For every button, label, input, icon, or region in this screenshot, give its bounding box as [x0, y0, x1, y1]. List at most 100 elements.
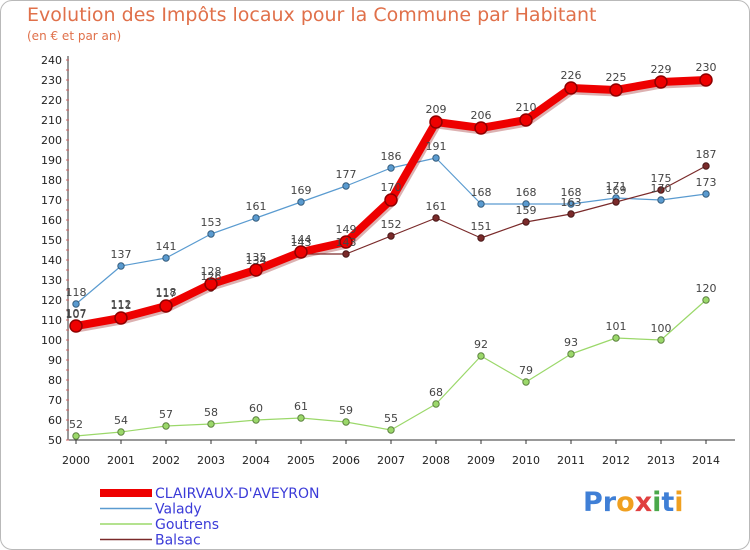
- data-point: [297, 414, 305, 422]
- data-point: [657, 336, 665, 344]
- data-label: 161: [426, 200, 447, 213]
- logo-letter: x: [634, 487, 653, 518]
- data-label: 151: [471, 220, 492, 233]
- data-point: [699, 73, 713, 87]
- y-tick-label: 200: [41, 134, 62, 147]
- data-label: 163: [561, 196, 582, 209]
- data-point: [522, 200, 530, 208]
- data-point: [522, 218, 530, 226]
- data-label: 161: [246, 200, 267, 213]
- y-tick-label: 110: [41, 314, 62, 327]
- data-point: [567, 210, 575, 218]
- data-label: 169: [606, 184, 627, 197]
- data-point: [564, 81, 578, 95]
- y-tick-label: 240: [41, 54, 62, 67]
- data-point: [567, 200, 575, 208]
- y-tick-label: 170: [41, 194, 62, 207]
- data-label: 168: [471, 186, 492, 199]
- data-point: [72, 300, 80, 308]
- data-point: [702, 162, 710, 170]
- data-point: [522, 378, 530, 386]
- data-label: 92: [474, 338, 488, 351]
- data-label: 171: [606, 180, 627, 193]
- data-label: 101: [606, 320, 627, 333]
- data-label: 175: [651, 172, 672, 185]
- data-point: [339, 235, 353, 249]
- logo-letter: o: [616, 487, 635, 518]
- data-label: 230: [696, 61, 717, 74]
- data-label: 144: [291, 233, 312, 246]
- data-label: 159: [516, 204, 537, 217]
- data-label: 55: [384, 412, 398, 425]
- data-label: 143: [336, 236, 357, 249]
- data-label: 225: [606, 71, 627, 84]
- data-point: [294, 245, 308, 259]
- data-point: [657, 186, 665, 194]
- y-tick-label: 160: [41, 214, 62, 227]
- x-tick-label: 2000: [62, 454, 90, 467]
- x-tick-label: 2009: [467, 454, 495, 467]
- data-label: 61: [294, 400, 308, 413]
- data-label: 173: [696, 176, 717, 189]
- data-label: 112: [111, 298, 132, 311]
- data-point: [384, 193, 398, 207]
- logo-letter: r: [602, 487, 617, 518]
- data-point: [159, 299, 173, 313]
- data-label: 120: [696, 282, 717, 295]
- data-label: 107: [66, 307, 87, 320]
- data-label: 100: [651, 322, 672, 335]
- data-label: 54: [114, 414, 128, 427]
- logo-letter: P: [583, 487, 603, 518]
- data-point: [252, 416, 260, 424]
- data-label: 229: [651, 63, 672, 76]
- y-tick-label: 150: [41, 234, 62, 247]
- y-tick-label: 70: [48, 394, 62, 407]
- data-label: 141: [156, 240, 177, 253]
- data-label: 68: [429, 386, 443, 399]
- x-tick-label: 2012: [602, 454, 630, 467]
- y-tick-label: 80: [48, 374, 62, 387]
- data-label: 52: [69, 418, 83, 431]
- data-label: 153: [201, 216, 222, 229]
- data-point: [117, 428, 125, 436]
- x-tick-label: 2004: [242, 454, 270, 467]
- data-point: [702, 296, 710, 304]
- data-point: [204, 277, 218, 291]
- x-tick-label: 2008: [422, 454, 450, 467]
- data-point: [249, 263, 263, 277]
- data-label: 191: [426, 140, 447, 153]
- data-point: [567, 350, 575, 358]
- data-point: [657, 196, 665, 204]
- data-point: [519, 113, 533, 127]
- data-point: [207, 230, 215, 238]
- y-tick-label: 180: [41, 174, 62, 187]
- y-tick-label: 220: [41, 94, 62, 107]
- data-label: 135: [246, 251, 267, 264]
- data-label: 60: [249, 402, 263, 415]
- data-label: 168: [561, 186, 582, 199]
- data-point: [432, 214, 440, 222]
- data-point: [612, 334, 620, 342]
- x-tick-label: 2010: [512, 454, 540, 467]
- data-label: 111: [111, 299, 132, 312]
- data-label: 209: [426, 103, 447, 116]
- data-point: [432, 400, 440, 408]
- x-tick-label: 2001: [107, 454, 135, 467]
- y-tick-label: 130: [41, 274, 62, 287]
- data-label: 128: [201, 265, 222, 278]
- logo-letter: i: [652, 487, 662, 518]
- data-label: 126: [201, 270, 222, 283]
- data-point: [474, 121, 488, 135]
- data-point: [477, 234, 485, 242]
- chart-title: Evolution des Impôts locaux pour la Comm…: [27, 4, 597, 26]
- data-label: 143: [291, 236, 312, 249]
- proxiti-logo: Proxiti: [583, 487, 684, 518]
- legend-label: CLAIRVAUX-D'AVEYRON: [155, 486, 320, 502]
- data-point: [387, 164, 395, 172]
- x-tick-label: 2005: [287, 454, 315, 467]
- x-tick-label: 2007: [377, 454, 405, 467]
- logo-letter: i: [674, 487, 684, 518]
